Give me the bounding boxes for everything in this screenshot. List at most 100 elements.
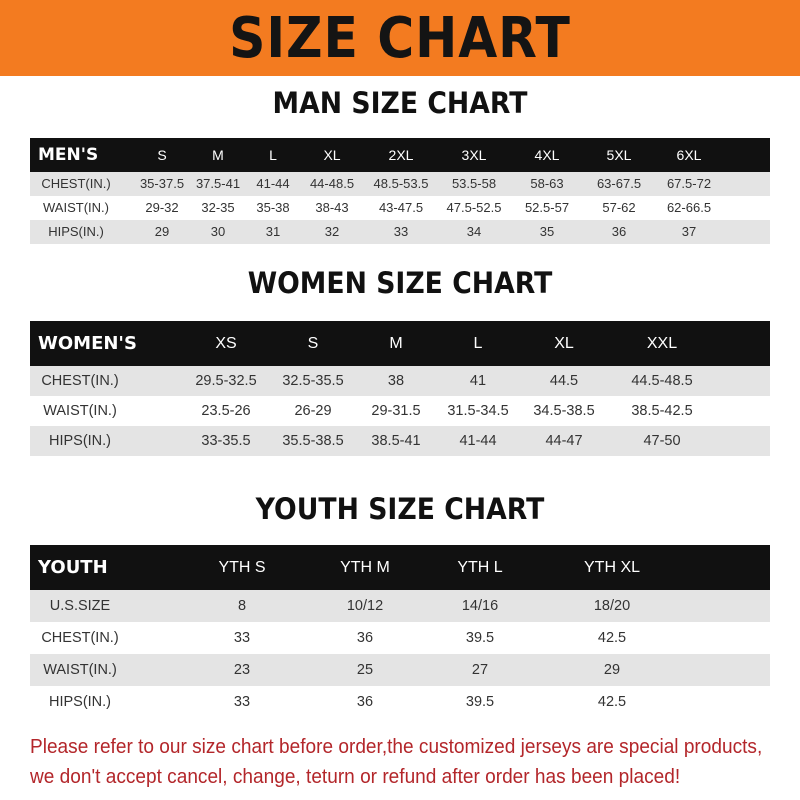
measurement-value: 35-37.5 [139, 176, 185, 191]
measurement-label: WAIST(IN.) [43, 200, 109, 215]
measurement-value: 67.5-72 [666, 176, 712, 191]
title-banner: SIZE CHART [0, 0, 800, 76]
measurement-label: HIPS(IN.) [48, 433, 112, 449]
measurement-value: 31.5-34.5 [447, 403, 509, 419]
measurement-value: 39.5 [465, 694, 495, 710]
table-header-category: MEN'S [38, 145, 99, 165]
table-header-row: WOMEN'S XS S M L XL XXL [30, 321, 770, 366]
measurement-value: 32-35 [201, 200, 235, 215]
measurement-value: 41-44 [459, 433, 497, 449]
table-row: CHEST(IN.) 35-37.5 37.5-41 41-44 44-48.5 48.5… [30, 172, 770, 196]
size-header-cell: S [307, 335, 319, 352]
measurement-value: 29 [603, 662, 621, 678]
size-header-cell: M [389, 335, 403, 352]
measurement-value: 58-63 [530, 176, 564, 191]
table-row: U.S.SIZE 8 10/12 14/16 18/20 [30, 590, 770, 622]
size-header-cell: M [212, 147, 224, 163]
measurement-value: 14/16 [461, 598, 499, 614]
men-section-title: MAN SIZE CHART [272, 86, 528, 120]
measurement-value: 43-47.5 [378, 200, 424, 215]
measurement-label: CHEST(IN.) [41, 630, 119, 646]
measurement-label: WAIST(IN.) [43, 403, 117, 419]
measurement-value: 38-43 [315, 200, 349, 215]
table-header-category: WOMEN'S [38, 333, 137, 354]
measurement-value: 29 [154, 224, 170, 239]
table-header-row: YOUTH YTH S YTH M YTH L YTH XL [30, 545, 770, 590]
youth-size-table: YOUTH YTH S YTH M YTH L YTH XL U.S.SIZE 8 10/12… [30, 545, 770, 718]
notice-line-1: Please refer to our size chart before or… [30, 735, 763, 758]
size-header-cell: S [157, 147, 167, 163]
size-header-cell: XS [215, 335, 237, 352]
size-header-cell: 5XL [606, 147, 632, 163]
measurement-value: 35.5-38.5 [282, 433, 344, 449]
measurement-value: 26-29 [294, 403, 332, 419]
measurement-label: U.S.SIZE [49, 598, 111, 614]
measurement-value: 10/12 [346, 598, 384, 614]
table-row: CHEST(IN.) 29.5-32.5 32.5-35.5 38 41 44.5 44.5… [30, 366, 770, 396]
measurement-value: 47.5-52.5 [446, 200, 502, 215]
table-row: CHEST(IN.) 33 36 39.5 42.5 [30, 622, 770, 654]
size-header-cell: YTH S [218, 559, 266, 576]
measurement-value: 38.5-42.5 [631, 403, 693, 419]
measurement-label: CHEST(IN.) [41, 176, 111, 191]
measurement-value: 38.5-41 [371, 433, 421, 449]
measurement-value: 33 [233, 694, 251, 710]
women-section-title: WOMEN SIZE CHART [247, 266, 553, 300]
measurement-value: 34 [466, 224, 482, 239]
measurement-value: 44.5-48.5 [631, 373, 693, 389]
measurement-label: CHEST(IN.) [41, 373, 119, 389]
measurement-value: 47-50 [643, 433, 681, 449]
measurement-value: 57-62 [602, 200, 636, 215]
measurement-value: 44-47 [545, 433, 583, 449]
measurement-value: 42.5 [597, 630, 627, 646]
measurement-label: WAIST(IN.) [43, 662, 117, 678]
table-row: WAIST(IN.) 29-32 32-35 35-38 38-43 43-47.5 47.… [30, 196, 770, 220]
men-size-table: MEN'S S M L XL 2XL 3XL 4XL 5XL 6XL CHEST(IN.) 35-37… [30, 138, 770, 244]
measurement-value: 37 [681, 224, 697, 239]
measurement-value: 29-32 [145, 200, 179, 215]
measurement-value: 30 [210, 224, 226, 239]
measurement-value: 38 [387, 373, 405, 389]
measurement-value: 35 [539, 224, 555, 239]
size-header-cell: XL [323, 147, 341, 163]
table-row: HIPS(IN.) 33 36 39.5 42.5 [30, 686, 770, 718]
measurement-value: 48.5-53.5 [373, 176, 429, 191]
measurement-value: 41-44 [256, 176, 290, 191]
size-header-cell: XL [554, 335, 574, 352]
measurement-value: 36 [356, 694, 374, 710]
size-header-cell: L [473, 335, 483, 352]
measurement-value: 36 [611, 224, 627, 239]
measurement-label: HIPS(IN.) [48, 224, 104, 239]
measurement-value: 36 [356, 630, 374, 646]
measurement-value: 42.5 [597, 694, 627, 710]
measurement-value: 25 [356, 662, 374, 678]
women-size-table: WOMEN'S XS S M L XL XXL CHEST(IN.) 29.5-32.5 32.5… [30, 321, 770, 456]
size-header-cell: XXL [646, 335, 678, 352]
measurement-value: 23 [233, 662, 251, 678]
measurement-value: 23.5-26 [201, 403, 251, 419]
measurement-value: 33-35.5 [201, 433, 251, 449]
measurement-value: 63-67.5 [596, 176, 642, 191]
table-header-row: MEN'S S M L XL 2XL 3XL 4XL 5XL 6XL [30, 138, 770, 172]
measurement-value: 62-66.5 [666, 200, 712, 215]
measurement-value: 44-48.5 [309, 176, 355, 191]
measurement-value: 32.5-35.5 [282, 373, 344, 389]
youth-section-title: YOUTH SIZE CHART [255, 492, 545, 526]
measurement-value: 31 [265, 224, 281, 239]
table-row: WAIST(IN.) 23.5-26 26-29 29-31.5 31.5-34.5 34… [30, 396, 770, 426]
measurement-label: HIPS(IN.) [48, 694, 112, 710]
size-header-cell: 6XL [676, 147, 702, 163]
measurement-value: 8 [237, 598, 247, 614]
table-row: WAIST(IN.) 23 25 27 29 [30, 654, 770, 686]
measurement-value: 18/20 [593, 598, 631, 614]
table-row: HIPS(IN.) 33-35.5 35.5-38.5 38.5-41 41-44 44-… [30, 426, 770, 456]
banner-title: SIZE CHART [229, 6, 571, 71]
measurement-value: 44.5 [549, 373, 579, 389]
size-header-cell: 3XL [461, 147, 487, 163]
notice-line-2: we don't accept cancel, change, teturn o… [30, 765, 681, 788]
table-header-category: YOUTH [38, 557, 108, 578]
table-row: HIPS(IN.) 29 30 31 32 33 34 35 36 37 [30, 220, 770, 244]
measurement-value: 29-31.5 [371, 403, 421, 419]
measurement-value: 29.5-32.5 [195, 373, 257, 389]
measurement-value: 35-38 [256, 200, 290, 215]
